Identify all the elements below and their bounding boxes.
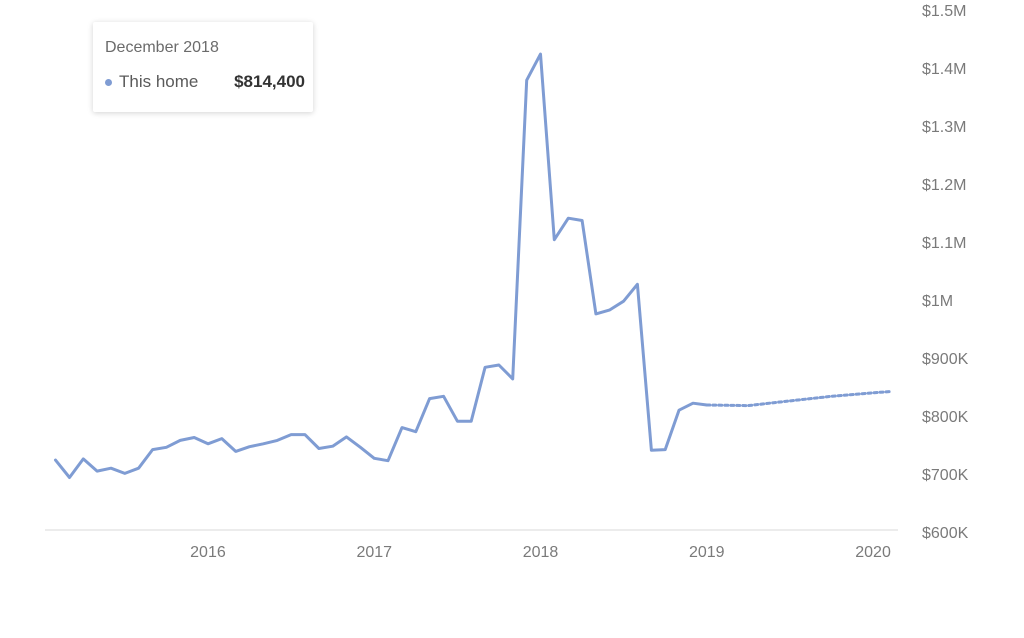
y-tick-label: $700K bbox=[922, 467, 969, 484]
forecast-line bbox=[705, 390, 892, 408]
hover-tooltip: December 2018 This home $814,400 bbox=[93, 22, 313, 112]
home-value-line bbox=[54, 52, 709, 479]
y-tick-label: $1.1M bbox=[922, 235, 966, 252]
y-tick-label: $1.4M bbox=[922, 61, 966, 78]
x-tick-label: 2016 bbox=[190, 544, 226, 561]
x-tick-labels: 2016 2017 2018 2019 2020 bbox=[190, 544, 891, 561]
x-tick-label: 2020 bbox=[855, 544, 891, 561]
x-tick-label: 2019 bbox=[689, 544, 725, 561]
tooltip-series-row: This home $814,400 bbox=[105, 72, 305, 92]
y-tick-labels: $1.5M $1.4M $1.3M $1.2M $1.1M $1M $900K $800K $7… bbox=[922, 3, 969, 542]
series-dot-icon bbox=[105, 78, 112, 86]
tooltip-date: December 2018 bbox=[105, 39, 219, 56]
tooltip-series-label: This home bbox=[119, 72, 199, 91]
y-tick-label: $800K bbox=[922, 409, 969, 426]
y-tick-label: $1.2M bbox=[922, 177, 966, 194]
tooltip-value: $814,400 bbox=[234, 72, 305, 91]
series-lines bbox=[54, 52, 892, 479]
x-tick-label: 2018 bbox=[523, 544, 559, 561]
x-tick-label: 2017 bbox=[356, 544, 392, 561]
y-tick-label: $1M bbox=[922, 293, 953, 310]
y-tick-label: $600K bbox=[922, 525, 969, 542]
y-tick-label: $1.3M bbox=[922, 119, 966, 136]
y-tick-label: $900K bbox=[922, 351, 969, 368]
y-tick-label: $1.5M bbox=[922, 3, 966, 20]
